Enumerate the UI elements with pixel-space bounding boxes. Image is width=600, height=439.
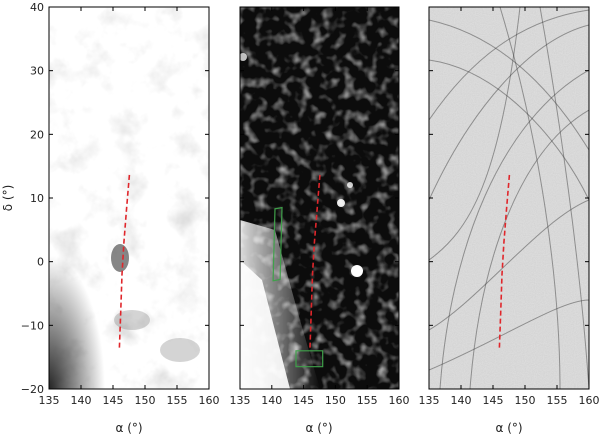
y-tick-label: 0 bbox=[37, 256, 44, 269]
panel-right-image bbox=[429, 7, 589, 389]
x-tick-label: 145 bbox=[103, 394, 124, 407]
xlabel-right: α (°) bbox=[495, 421, 522, 435]
y-tick-label: 10 bbox=[30, 192, 44, 205]
stream-track-left bbox=[118, 172, 131, 348]
y-tick-label: 30 bbox=[30, 65, 44, 78]
xlabel-left: α (°) bbox=[115, 421, 142, 435]
selection-box-middle-1 bbox=[272, 206, 283, 282]
y-tick-label: −10 bbox=[21, 319, 44, 332]
y-tick-label: 40 bbox=[30, 1, 44, 14]
x-tick-label: 160 bbox=[199, 394, 220, 407]
xlabel-middle: α (°) bbox=[305, 421, 332, 435]
panel-middle-image bbox=[240, 7, 399, 389]
x-tick-label: 160 bbox=[579, 394, 600, 407]
selection-box-middle-2 bbox=[295, 350, 324, 368]
x-tick-label: 145 bbox=[483, 394, 504, 407]
x-tick-label: 150 bbox=[325, 394, 346, 407]
x-tick-label: 150 bbox=[515, 394, 536, 407]
x-tick-label: 145 bbox=[293, 394, 314, 407]
panel-left-image bbox=[49, 7, 209, 389]
y-tick-label: 20 bbox=[30, 128, 44, 141]
x-tick-label: 140 bbox=[451, 394, 472, 407]
x-tick-label: 140 bbox=[71, 394, 92, 407]
x-tick-label: 160 bbox=[389, 394, 410, 407]
x-tick-label: 135 bbox=[419, 394, 440, 407]
x-tick-label: 135 bbox=[39, 394, 60, 407]
stream-track-middle bbox=[309, 172, 321, 348]
stream-track-right bbox=[498, 172, 511, 348]
x-tick-label: 155 bbox=[167, 394, 188, 407]
x-tick-label: 140 bbox=[261, 394, 282, 407]
overlays bbox=[118, 172, 511, 368]
x-tick-label: 135 bbox=[230, 394, 251, 407]
x-tick-label: 155 bbox=[357, 394, 378, 407]
ylabel-left: δ (°) bbox=[1, 185, 15, 212]
y-tick-label: −20 bbox=[21, 383, 44, 396]
axes: 135 140 145 150 155 160 −20 −10 0 10 20 30 40 135 140 1… bbox=[21, 1, 600, 407]
x-tick-label: 150 bbox=[135, 394, 156, 407]
x-tick-label: 155 bbox=[547, 394, 568, 407]
